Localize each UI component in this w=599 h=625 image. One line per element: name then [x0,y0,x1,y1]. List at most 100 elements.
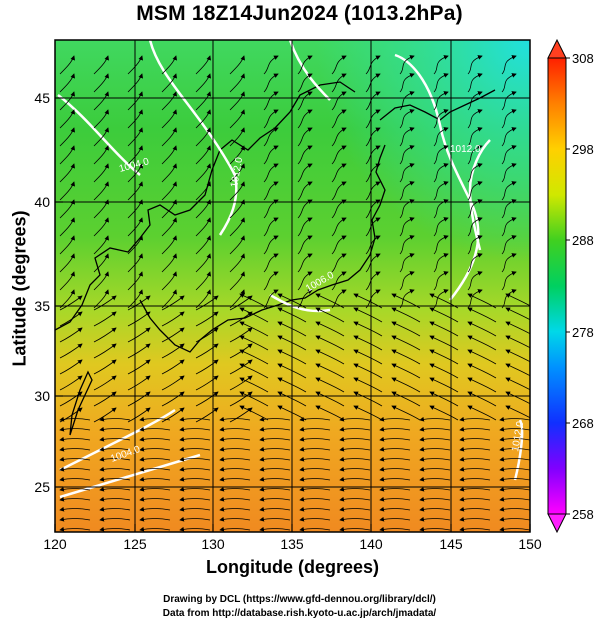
streamline [179,526,211,532]
streamline [219,456,251,462]
streamline [433,91,449,111]
streamline [179,516,211,522]
latlon-grid [55,40,530,532]
streamline [219,506,251,512]
streamline [315,335,345,351]
streamline [127,163,144,183]
streamline [315,321,345,337]
streamline [499,476,530,482]
streamline [379,466,411,472]
streamline [467,271,483,291]
streamline [195,73,212,93]
streamline [229,163,246,183]
streamline [467,349,497,365]
streamline [339,466,371,472]
streamline [93,375,117,391]
streamline [259,426,291,432]
x-tick-label: 125 [123,536,147,552]
streamline [229,391,253,407]
streamline [139,526,171,532]
streamline [229,375,253,391]
coastlines [55,81,496,436]
streamline [297,253,313,273]
streamline [229,235,246,255]
streamline [195,375,219,391]
streamline [379,446,411,452]
streamline [501,163,517,183]
streamline [277,405,307,421]
streamline [139,446,171,452]
streamline [179,436,211,442]
streamline [433,181,449,201]
streamline [219,516,251,522]
streamline [259,466,291,472]
colorbar-tick-label: 288 [572,233,594,248]
streamline [299,526,331,532]
streamline [127,375,151,391]
streamline [467,235,483,255]
streamline [331,55,347,75]
streamline [419,516,451,522]
streamline [459,526,491,532]
streamline [499,426,530,432]
streamline [139,516,171,522]
streamline [331,235,347,255]
streamline [353,293,383,309]
streamline [499,496,530,502]
streamline [331,73,347,93]
colorbar-bottom-triangle [547,513,567,534]
streamline [161,359,185,375]
streamline [277,391,307,407]
streamline [499,446,530,452]
y-tick-label: 25 [34,479,50,495]
streamline [433,127,449,147]
streamline [433,253,449,273]
streamline [315,377,345,393]
streamline [259,456,291,462]
streamline [93,181,110,201]
streamline [127,271,144,291]
streamline [399,73,415,93]
streamline [127,55,144,75]
streamline [353,405,383,421]
streamline [219,526,251,532]
streamline [59,416,91,422]
streamline [391,293,421,309]
streamline [93,91,110,111]
streamline [259,516,291,522]
streamline [59,426,91,432]
streamline [331,145,347,165]
streamline [467,253,483,273]
streamline [467,109,483,129]
streamline [139,496,171,502]
streamline [219,476,251,482]
streamline [339,436,371,442]
streamline [59,91,76,111]
streamline [179,506,211,512]
streamline [379,496,411,502]
streamline [339,426,371,432]
streamline [297,127,313,147]
streamline [259,526,291,532]
colorbar-top-triangle [547,38,567,59]
streamline [379,526,411,532]
streamline [59,109,76,129]
streamline [161,235,178,255]
streamline [379,506,411,512]
streamline [339,496,371,502]
streamline [195,235,212,255]
streamline [99,436,131,442]
streamline [391,335,421,351]
streamline [331,127,347,147]
streamline [399,271,415,291]
streamline [195,271,212,291]
streamline [127,311,151,327]
streamline [391,391,421,407]
streamline [239,377,269,393]
streamline [127,109,144,129]
streamline [429,307,459,323]
streamline [379,516,411,522]
streamline [161,375,185,391]
streamline [339,526,371,532]
